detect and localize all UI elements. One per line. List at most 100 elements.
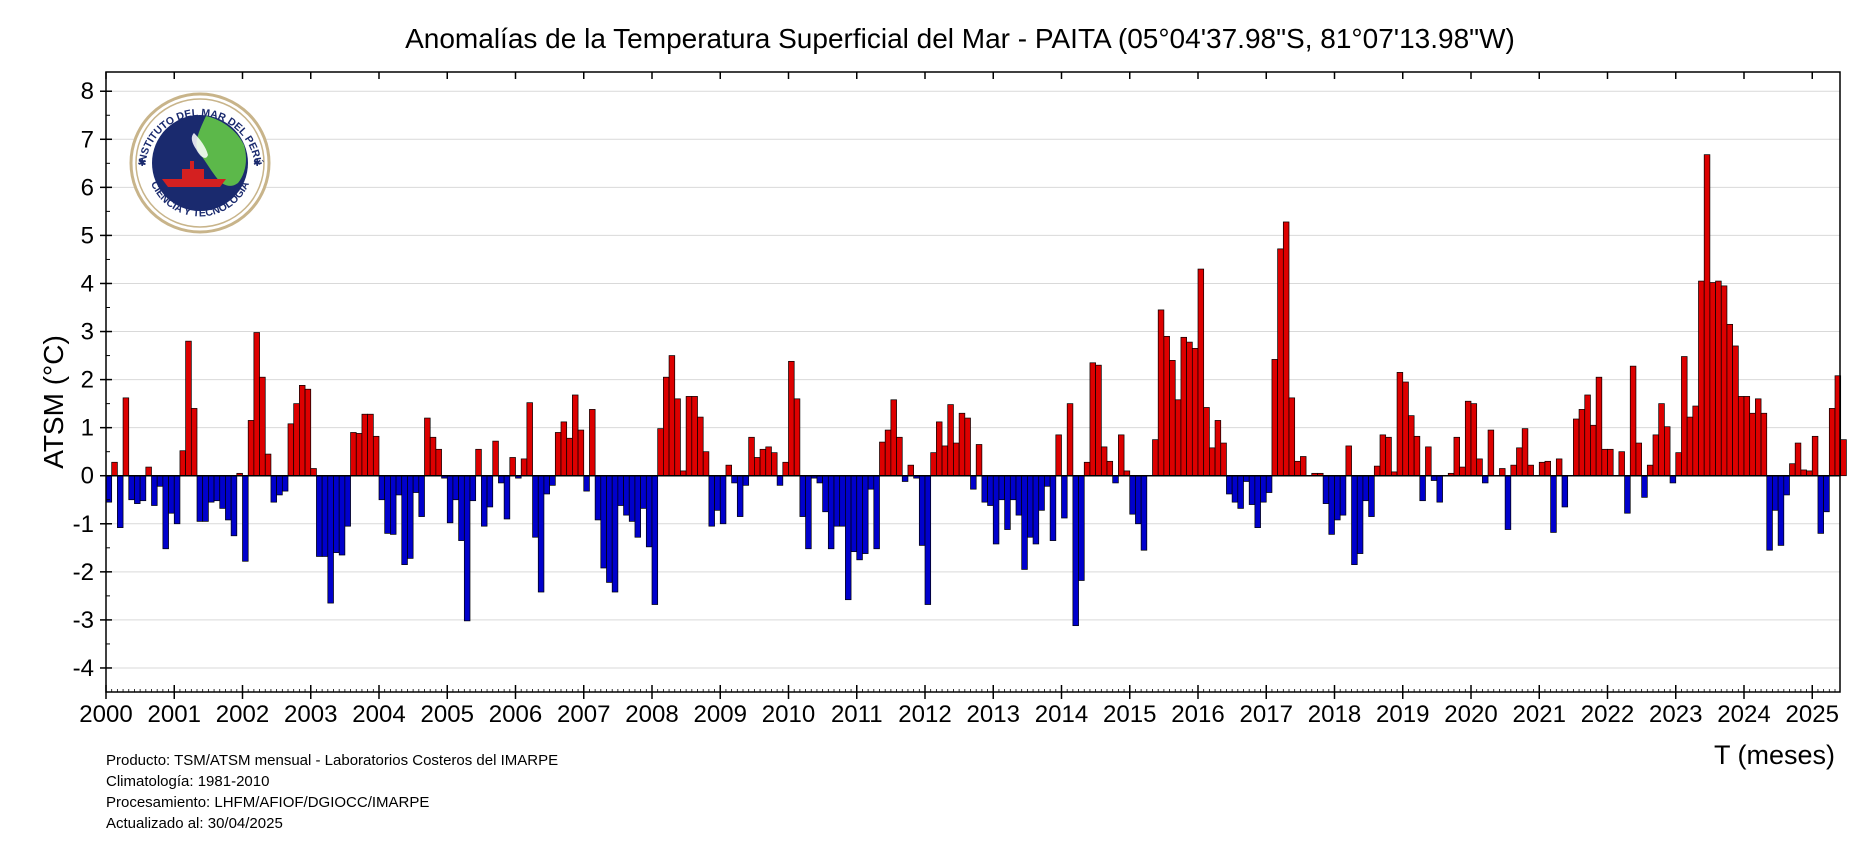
- bar: [594, 475, 602, 521]
- bar: [1732, 345, 1739, 477]
- bar: [395, 475, 403, 496]
- bar: [1226, 475, 1233, 495]
- bar: [452, 475, 459, 501]
- bar: [862, 475, 869, 554]
- bar: [691, 396, 698, 477]
- bar: [992, 475, 1000, 545]
- bar: [338, 475, 346, 556]
- bar: [736, 475, 744, 517]
- x-axis: 2000 2001 2002 2003 2004 2005 2006 2007 2008 2009…: [79, 72, 1839, 728]
- x-tick-label: 2004: [352, 701, 405, 728]
- bar: [1009, 475, 1017, 501]
- y-tick-label: 2: [81, 367, 94, 394]
- bar: [1237, 475, 1244, 509]
- bar: [1152, 439, 1159, 477]
- bars-layer: [105, 154, 1847, 627]
- bar: [1629, 365, 1637, 477]
- bar: [1368, 475, 1375, 517]
- bar: [572, 394, 579, 477]
- bar: [185, 340, 192, 477]
- bar: [424, 417, 431, 477]
- bar: [1260, 475, 1267, 503]
- logo-ship-mast: [190, 161, 194, 169]
- x-tick-label: 2021: [1513, 701, 1566, 728]
- bar: [930, 452, 937, 477]
- bar: [270, 475, 277, 503]
- bar: [850, 475, 858, 553]
- bar: [1561, 475, 1569, 508]
- bar: [1248, 475, 1256, 505]
- bar: [1027, 475, 1034, 538]
- bar: [788, 360, 795, 477]
- bar: [742, 475, 750, 486]
- bar: [1277, 248, 1284, 477]
- x-tick-label: 2018: [1308, 701, 1361, 728]
- bar: [1590, 424, 1597, 477]
- bar: [816, 475, 823, 484]
- bar: [367, 413, 374, 477]
- bar: [475, 448, 482, 477]
- bar: [1078, 475, 1085, 581]
- x-tick-label: 2003: [284, 701, 337, 728]
- bar: [1737, 396, 1745, 477]
- bar: [543, 475, 550, 495]
- logo-ship-hull: [162, 179, 226, 187]
- bar: [1794, 442, 1802, 477]
- x-tick-label: 2020: [1444, 701, 1497, 728]
- bar: [1828, 408, 1836, 477]
- bar: [372, 435, 380, 477]
- bar: [1021, 475, 1028, 570]
- bar: [799, 475, 806, 517]
- bar: [503, 475, 511, 520]
- bar: [1686, 416, 1694, 477]
- bar: [117, 475, 124, 528]
- bar: [674, 398, 681, 477]
- bar: [1180, 336, 1187, 477]
- bar: [1504, 475, 1512, 530]
- bar: [833, 475, 841, 527]
- bar: [640, 475, 647, 509]
- bar: [532, 475, 539, 538]
- bar: [1174, 399, 1182, 477]
- x-tick-label: 2019: [1376, 701, 1429, 728]
- bar: [435, 448, 442, 477]
- bar: [145, 466, 152, 477]
- bar: [481, 475, 488, 527]
- bar: [162, 475, 169, 550]
- x-tick-label: 2000: [79, 701, 132, 728]
- bar: [333, 475, 340, 553]
- bar: [1749, 412, 1756, 477]
- bar: [719, 475, 727, 525]
- x-tick-label: 2001: [148, 701, 201, 728]
- bar: [1510, 464, 1517, 477]
- bar: [1106, 460, 1114, 477]
- bar: [287, 423, 295, 477]
- bar: [1675, 452, 1682, 477]
- bar: [173, 475, 181, 525]
- bar: [1243, 475, 1250, 482]
- x-tick-label: 2015: [1103, 701, 1156, 728]
- bar: [390, 475, 397, 535]
- bar: [219, 475, 226, 509]
- bar: [1584, 394, 1591, 477]
- bar: [765, 446, 772, 477]
- bar: [958, 412, 966, 477]
- bar: [936, 421, 943, 477]
- y-tick-label: -4: [73, 655, 94, 682]
- bar: [628, 475, 636, 522]
- bar: [1681, 356, 1688, 477]
- bar: [748, 436, 755, 477]
- bar: [1294, 460, 1301, 477]
- bar: [361, 413, 368, 477]
- bar: [725, 464, 732, 477]
- y-tick-label: 3: [81, 319, 94, 346]
- bar: [407, 475, 414, 559]
- bar: [1516, 447, 1523, 477]
- bar: [884, 429, 892, 477]
- bar: [213, 475, 221, 502]
- bar: [190, 408, 198, 477]
- bar: [1607, 448, 1614, 477]
- bar: [1066, 403, 1074, 477]
- bar: [708, 475, 715, 527]
- bar: [1618, 451, 1625, 477]
